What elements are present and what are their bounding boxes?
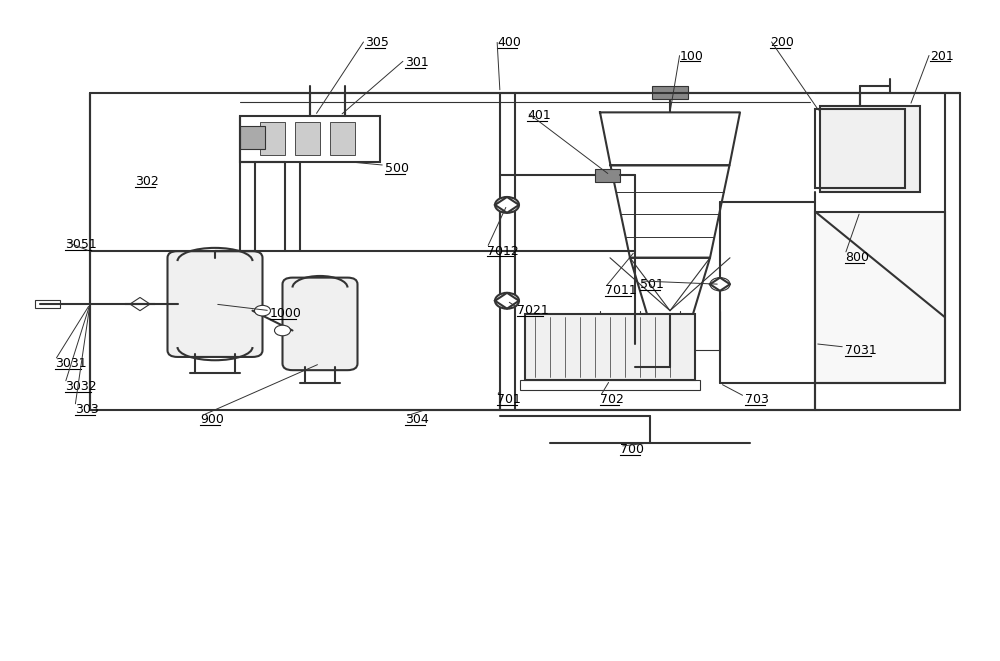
Text: 304: 304 [405,413,429,426]
Text: 800: 800 [845,251,869,264]
Text: 501: 501 [640,278,664,291]
Text: 7011: 7011 [605,284,637,297]
Bar [520,380,700,390]
Polygon shape [610,165,730,258]
Bar [630,350,670,367]
Text: 303: 303 [75,403,99,416]
Text: 7031: 7031 [845,344,877,357]
Bar [652,86,688,99]
Bar [260,122,285,155]
Text: 703: 703 [745,393,769,407]
Text: 702: 702 [600,393,624,407]
Bar [330,122,355,155]
Bar [240,116,380,162]
Bar [820,106,920,192]
FancyBboxPatch shape [167,251,262,357]
Circle shape [495,197,519,213]
Bar [295,122,320,155]
Text: 1000: 1000 [270,307,302,321]
Text: 7021: 7021 [517,304,549,317]
Polygon shape [630,258,710,324]
Text: 700: 700 [620,443,644,456]
Text: 3032: 3032 [65,380,97,393]
Bar [240,126,265,149]
FancyBboxPatch shape [283,278,358,370]
Text: 400: 400 [497,36,521,50]
Bar [815,109,905,188]
Text: 3051: 3051 [65,238,97,251]
Text: 302: 302 [135,175,159,188]
Text: 7012: 7012 [487,245,519,258]
Bar [815,212,945,383]
Text: 305: 305 [365,36,389,50]
Text: 200: 200 [770,36,794,50]
Text: 301: 301 [405,56,429,69]
Text: 100: 100 [680,50,704,63]
Text: 201: 201 [930,50,954,63]
Circle shape [710,278,730,291]
Circle shape [254,305,270,316]
Text: 3031: 3031 [55,357,87,370]
Text: 401: 401 [527,109,551,122]
Circle shape [495,293,519,309]
Text: 701: 701 [497,393,521,407]
Text: 900: 900 [200,413,224,426]
Circle shape [274,325,290,336]
Bar [525,314,695,380]
Bar [35,300,60,308]
Bar [595,169,620,182]
Text: 500: 500 [385,162,409,175]
